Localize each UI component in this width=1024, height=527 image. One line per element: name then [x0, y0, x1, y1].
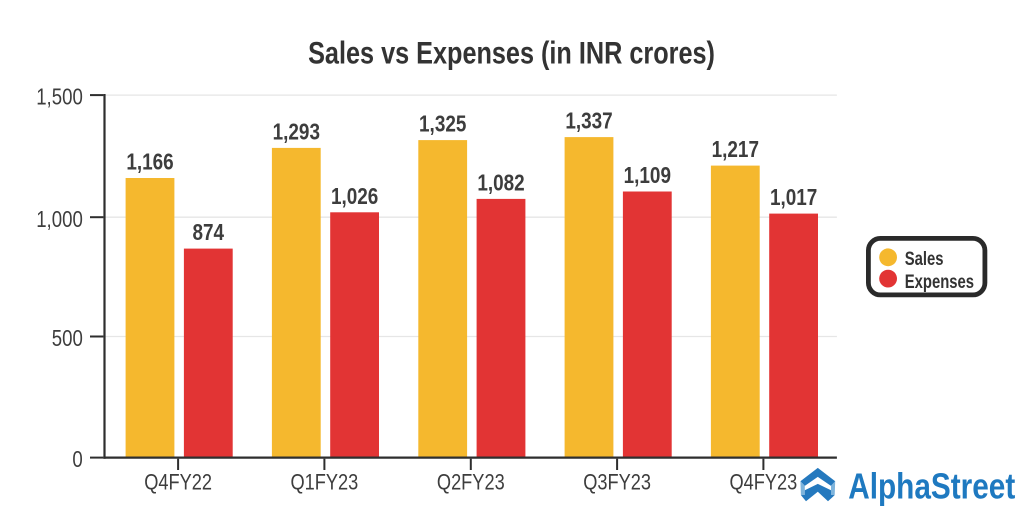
- svg-text:0: 0: [72, 447, 82, 472]
- svg-text:1,217: 1,217: [712, 137, 759, 162]
- svg-text:Q3FY23: Q3FY23: [583, 471, 651, 495]
- svg-text:1,337: 1,337: [565, 109, 612, 134]
- svg-text:1,017: 1,017: [770, 185, 817, 210]
- svg-text:Q2FY23: Q2FY23: [437, 471, 505, 495]
- svg-text:1,000: 1,000: [36, 207, 83, 232]
- svg-text:1,166: 1,166: [126, 150, 173, 175]
- svg-text:Q4FY23: Q4FY23: [730, 471, 798, 495]
- svg-text:1,325: 1,325: [419, 112, 467, 137]
- svg-text:1,500: 1,500: [36, 85, 83, 110]
- svg-text:874: 874: [193, 220, 225, 245]
- svg-text:500: 500: [52, 326, 83, 351]
- svg-text:Q1FY23: Q1FY23: [291, 471, 359, 495]
- svg-text:Expenses: Expenses: [905, 270, 974, 292]
- svg-text:Q4FY22: Q4FY22: [144, 471, 212, 495]
- svg-text:1,082: 1,082: [477, 171, 524, 196]
- svg-text:1,026: 1,026: [331, 184, 378, 209]
- svg-text:Sales vs Expenses (in INR cror: Sales vs Expenses (in INR crores): [308, 36, 715, 71]
- svg-text:1,109: 1,109: [624, 163, 671, 188]
- svg-text:1,293: 1,293: [273, 120, 320, 145]
- svg-text:AlphaStreet: AlphaStreet: [848, 467, 1015, 508]
- svg-text:Sales: Sales: [905, 247, 944, 269]
